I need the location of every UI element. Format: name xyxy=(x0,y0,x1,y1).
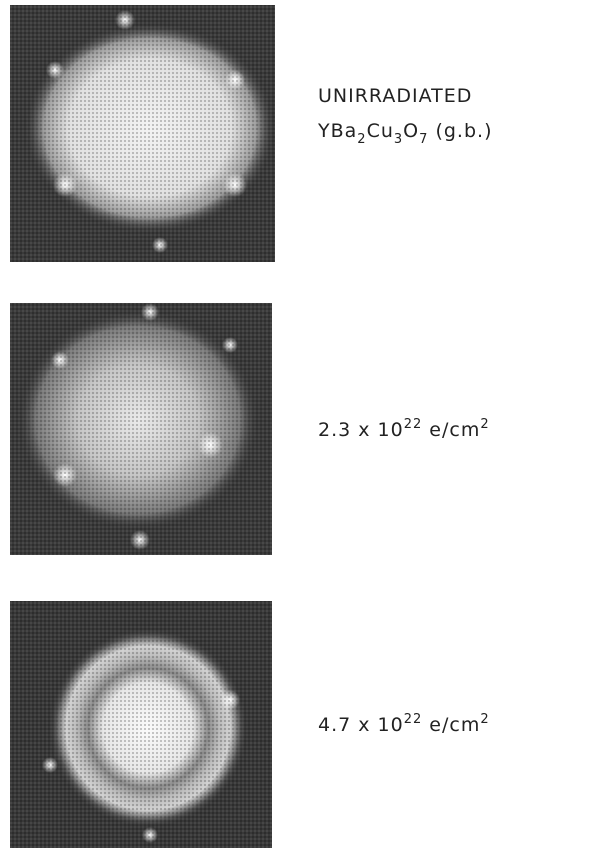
subscript: 2 xyxy=(357,132,366,147)
text-run: (g.b.) xyxy=(428,120,492,142)
dose-label: 2.3 x 1022 e/cm2 xyxy=(318,417,490,441)
diffraction-image xyxy=(10,5,275,262)
text-run: e/cm xyxy=(422,714,480,736)
text-run: 4.7 x 10 xyxy=(318,714,404,736)
text-run: O xyxy=(403,120,419,142)
superscript: 2 xyxy=(480,712,489,727)
panel-title: UNIRRADIATED xyxy=(318,85,472,107)
diffraction-image xyxy=(10,303,272,555)
diffraction-image xyxy=(10,601,272,848)
text-run: YBa xyxy=(317,120,357,142)
superscript: 22 xyxy=(404,712,423,727)
superscript: 2 xyxy=(480,417,489,432)
superscript: 22 xyxy=(404,417,423,432)
subscript: 7 xyxy=(419,132,428,147)
text-run: 2.3 x 10 xyxy=(318,419,404,441)
subscript: 3 xyxy=(394,132,403,147)
text-run: Cu xyxy=(367,120,394,142)
dose-label: 4.7 x 1022 e/cm2 xyxy=(318,712,490,736)
formula: YBa2Cu3O7 (g.b.) xyxy=(317,120,493,147)
figure: UNIRRADIATED YBa2Cu3O7 (g.b.) 2.3 x 1022… xyxy=(0,0,610,854)
text-run: e/cm xyxy=(422,419,480,441)
